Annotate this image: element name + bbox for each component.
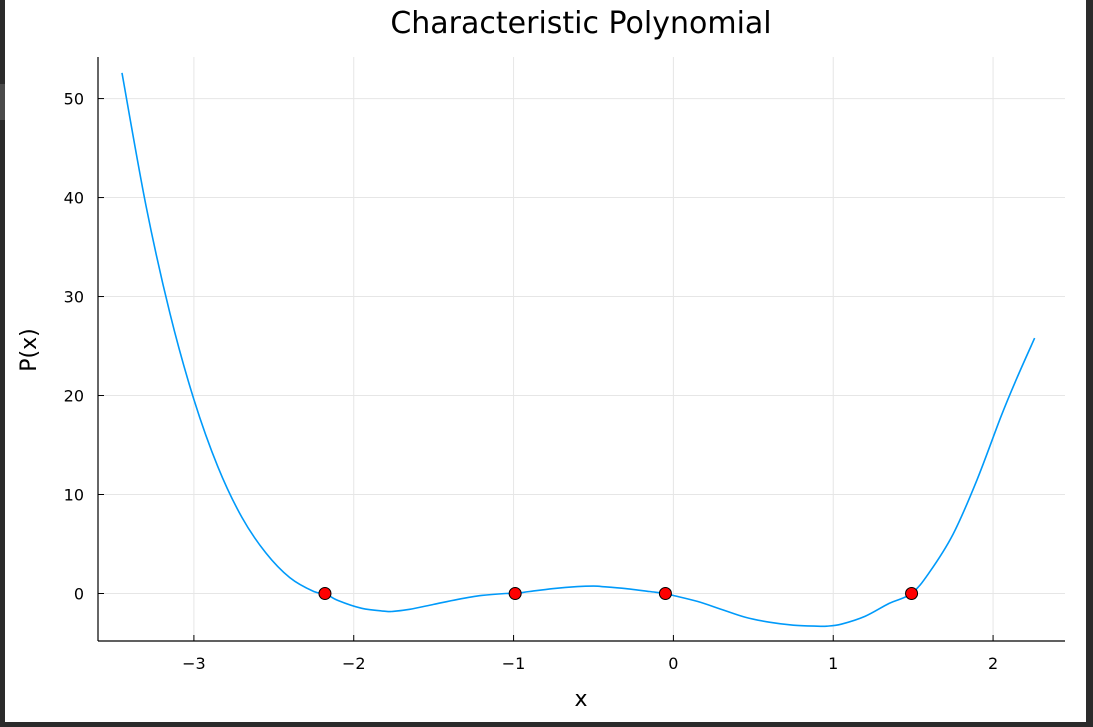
x-tick-label: 0 — [668, 654, 678, 673]
root-marker — [905, 586, 919, 600]
y-tick-label: 40 — [64, 189, 84, 208]
x-tick-label: 2 — [988, 654, 998, 673]
y-tick-label: 20 — [64, 387, 84, 406]
axes — [97, 57, 1065, 642]
y-tick-label: 50 — [64, 90, 84, 109]
series-layer — [121, 72, 1036, 628]
plot-window: −3 −2 −1 0 1 2 0 10 20 30 40 50 Characteristic Poly… — [5, 0, 1086, 722]
x-tick-label: −2 — [342, 654, 366, 673]
x-tick-label: −3 — [182, 654, 206, 673]
root-markers — [318, 586, 919, 600]
y-axis-title: P(x) — [17, 328, 42, 371]
polynomial-curve — [121, 72, 1036, 628]
y-tick-label: 10 — [64, 486, 84, 505]
root-marker — [508, 586, 522, 600]
x-tick-label: 1 — [828, 654, 838, 673]
grid — [98, 57, 1065, 641]
x-axis-title: x — [574, 687, 587, 712]
x-tick-label: −1 — [502, 654, 526, 673]
y-tick-label: 30 — [64, 288, 84, 307]
chart-title: Characteristic Polynomial — [390, 6, 771, 41]
root-marker — [658, 586, 672, 600]
window-edge — [0, 84, 5, 120]
y-tick-label: 0 — [74, 584, 84, 603]
root-marker — [318, 586, 332, 600]
